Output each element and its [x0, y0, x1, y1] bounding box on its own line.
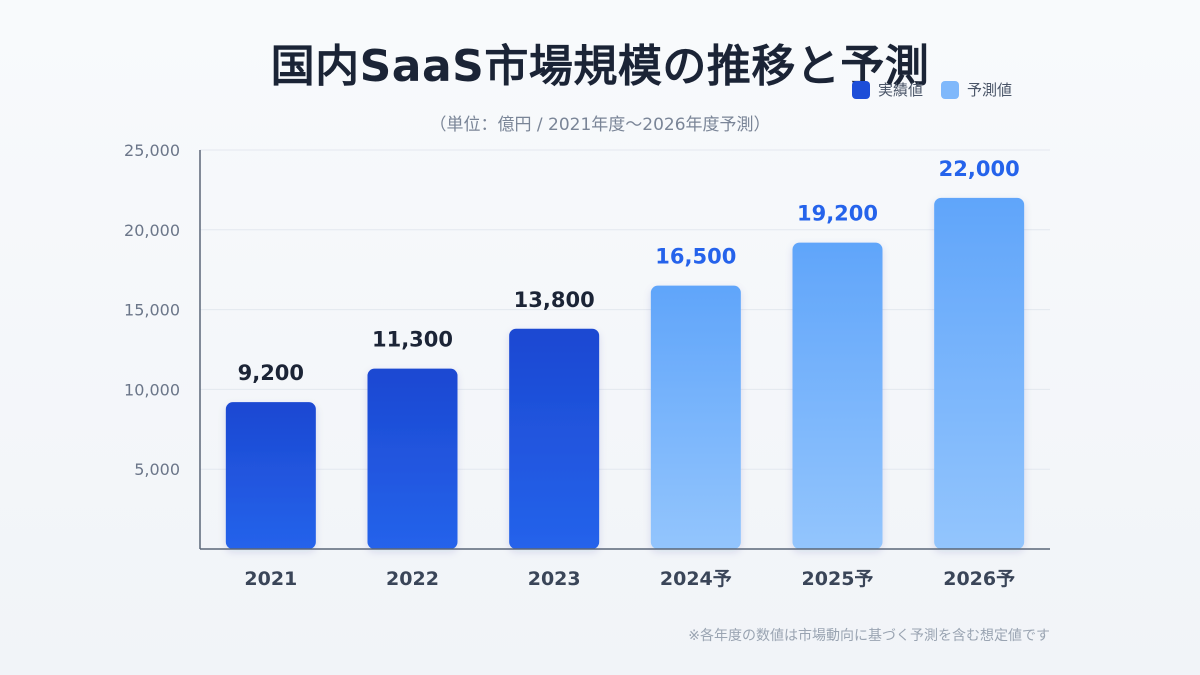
legend-swatch-actual — [852, 80, 870, 99]
legend-item-forecast: 予測値 — [941, 79, 1012, 100]
bar-2022 — [367, 368, 458, 549]
x-tick-label: 2025予 — [802, 568, 874, 590]
chart-title: 国内SaaS市場規模の推移と予測 — [270, 41, 930, 92]
footnote: ※各年度の数値は市場動向に基づく予測を含む想定値です — [688, 628, 1050, 644]
x-tick-label: 2026予 — [943, 568, 1015, 590]
y-tick-label: 5,000 — [134, 460, 180, 479]
bar-2023 — [509, 328, 600, 549]
data-label-2022: 11,300 — [372, 328, 453, 352]
data-label-2023: 13,800 — [514, 288, 595, 312]
data-label-2024予: 16,500 — [655, 245, 736, 269]
y-tick-label: 10,000 — [124, 380, 180, 399]
data-label-2025予: 19,200 — [797, 202, 878, 226]
bar-2026予 — [934, 197, 1025, 549]
gridlines — [200, 149, 1050, 470]
legend: 実績値 予測値 — [852, 79, 1030, 100]
chart-subtitle: （単位：億円 / 2021年度〜2026年度予測） — [429, 115, 771, 135]
x-tick-label: 2022 — [386, 568, 439, 590]
x-axis-ticks: 2021 2022 2023 2024予 2025予 2026予 — [244, 568, 1015, 590]
data-label-2021: 9,200 — [238, 361, 304, 385]
bars — [225, 197, 1025, 549]
legend-label-actual: 実績値 — [878, 81, 924, 99]
y-tick-label: 15,000 — [124, 301, 180, 320]
legend-item-actual: 実績値 — [852, 79, 923, 100]
data-label-2026予: 22,000 — [939, 157, 1020, 181]
y-tick-label: 25,000 — [124, 141, 180, 160]
y-axis-ticks: 5,000 10,000 15,000 20,000 25,000 — [124, 141, 180, 479]
x-tick-label: 2024予 — [660, 568, 732, 590]
bar-2024予 — [650, 285, 741, 549]
data-labels: 9,200 11,300 13,800 16,500 19,200 22,000 — [238, 157, 1020, 385]
x-tick-label: 2021 — [244, 568, 297, 590]
bar-2021 — [225, 402, 316, 549]
legend-label-forecast: 予測値 — [967, 81, 1013, 99]
bar-2025予 — [792, 242, 883, 549]
x-tick-label: 2023 — [528, 568, 581, 590]
y-tick-label: 20,000 — [124, 221, 180, 240]
legend-swatch-forecast — [941, 80, 960, 99]
